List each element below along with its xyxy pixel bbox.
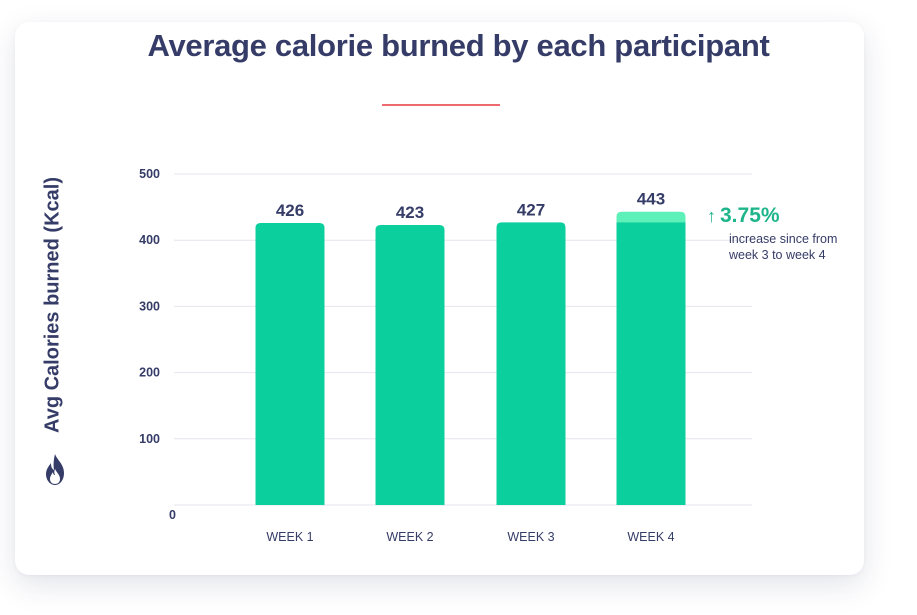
x-tick-label: WEEK 4 bbox=[627, 530, 674, 544]
arrow-up-icon: ↑ bbox=[707, 206, 716, 226]
bar-value-label: 426 bbox=[276, 201, 304, 220]
chart-title: Average calorie burned by each participa… bbox=[147, 28, 770, 63]
bar bbox=[496, 222, 566, 506]
y-tick-label: 400 bbox=[139, 233, 160, 247]
bar-value-label: 423 bbox=[396, 203, 424, 222]
y-tick-label: 0 bbox=[169, 508, 176, 522]
x-tick-label: WEEK 1 bbox=[266, 530, 313, 544]
callout-value: ↑ 3.75% bbox=[707, 204, 867, 228]
title-underline bbox=[382, 104, 500, 106]
increase-callout: ↑ 3.75% increase since from week 3 to wee… bbox=[707, 204, 867, 263]
x-tick-label: WEEK 3 bbox=[507, 530, 554, 544]
callout-value-text: 3.75% bbox=[720, 204, 780, 227]
bar-value-label: 443 bbox=[637, 190, 665, 209]
y-tick-label: 100 bbox=[139, 432, 160, 446]
y-tick-label: 500 bbox=[139, 167, 160, 181]
x-tick-label: WEEK 2 bbox=[386, 530, 433, 544]
y-tick-label: 200 bbox=[139, 366, 160, 380]
y-tick-label: 300 bbox=[139, 299, 160, 313]
bar-value-label: 427 bbox=[517, 200, 545, 219]
callout-note: increase since from week 3 to week 4 bbox=[729, 232, 838, 262]
bar bbox=[255, 222, 325, 505]
bar bbox=[375, 224, 445, 505]
flame-icon bbox=[46, 454, 64, 485]
bar-increase-segment bbox=[616, 211, 686, 223]
bar bbox=[616, 222, 686, 506]
